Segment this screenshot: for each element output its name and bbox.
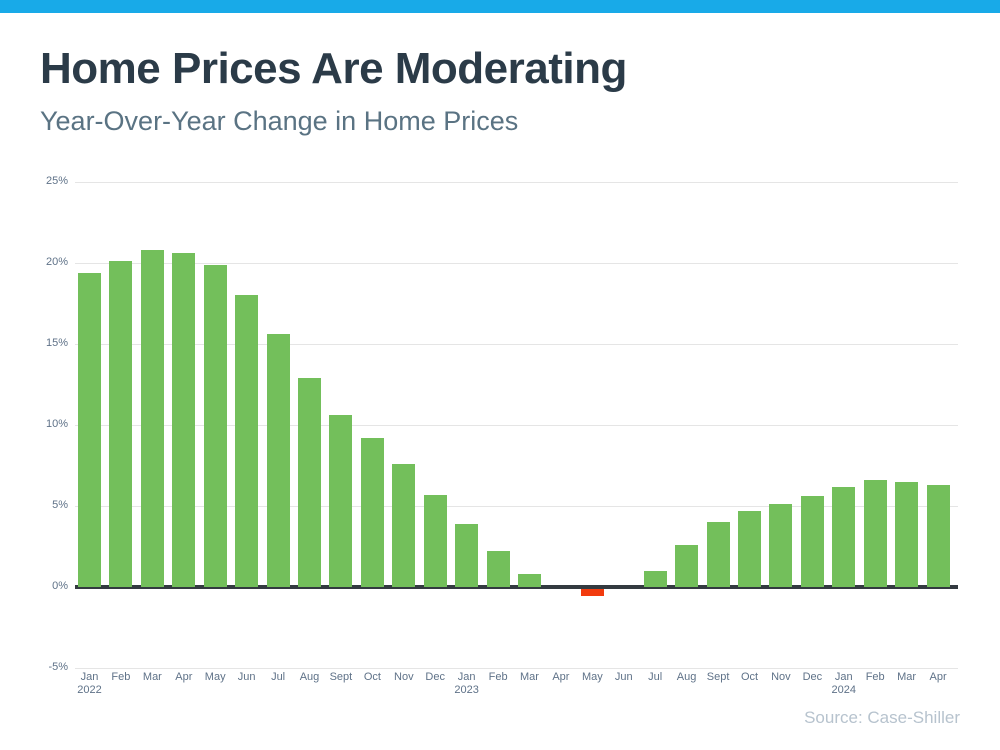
x-tick-label: Jan 2022 — [68, 671, 112, 697]
bar — [203, 264, 227, 587]
bar — [423, 494, 447, 587]
y-tick-label: 0% — [52, 580, 68, 592]
bar — [895, 481, 919, 587]
x-tick-label: Dec — [802, 671, 823, 683]
x-tick-label: Mar — [142, 671, 162, 683]
y-tick-label: -5% — [48, 661, 68, 673]
bar — [800, 496, 824, 587]
bar — [455, 523, 479, 587]
bar — [926, 484, 950, 587]
bar — [140, 250, 164, 587]
bar — [863, 480, 887, 587]
source-credit: Source: Case-Shiller — [804, 708, 960, 727]
bar — [360, 438, 384, 587]
x-tick-label: Jul — [648, 671, 663, 683]
bar — [78, 272, 101, 587]
gridline — [75, 668, 958, 669]
chart-subtitle: Year-Over-Year Change in Home Prices — [40, 106, 519, 136]
gridline — [75, 425, 958, 426]
gridline — [75, 506, 958, 507]
x-tick-label: Jan 2024 — [822, 671, 866, 697]
gridline — [75, 344, 958, 345]
x-tick-label: Jun — [237, 671, 256, 683]
y-tick-label: 15% — [45, 337, 68, 349]
bar — [298, 378, 321, 587]
x-tick-label: Nov — [394, 671, 414, 683]
x-tick-label: May — [582, 671, 603, 683]
x-tick-label: Mar — [897, 671, 917, 683]
bar — [738, 510, 761, 587]
bar — [266, 334, 290, 587]
x-tick-label: Oct — [740, 671, 759, 683]
x-tick-label: Feb — [111, 671, 131, 683]
x-tick-label: Sept — [329, 671, 353, 683]
y-tick-label: 10% — [45, 418, 68, 430]
negative-bar — [580, 589, 604, 596]
bar — [706, 522, 730, 587]
y-tick-label: 25% — [45, 175, 68, 187]
bar — [329, 415, 353, 587]
chart-title: Home Prices Are Moderating — [40, 44, 627, 93]
bar — [675, 544, 699, 587]
bar — [392, 463, 416, 587]
zero-axis-line — [75, 585, 958, 589]
bar — [832, 486, 856, 587]
bar — [518, 574, 541, 587]
bar — [486, 551, 510, 587]
top-accent-bar — [0, 0, 1000, 13]
bar — [235, 295, 259, 587]
x-tick-label: Feb — [865, 671, 885, 683]
y-tick-label: 5% — [52, 499, 68, 511]
x-tick-label: Jul — [271, 671, 286, 683]
x-tick-label: Feb — [488, 671, 508, 683]
x-tick-year-label: 2023 — [454, 684, 479, 696]
x-tick-year-label: 2022 — [77, 684, 102, 696]
x-tick-label: Dec — [425, 671, 445, 683]
bar — [769, 504, 793, 587]
gridline — [75, 263, 958, 264]
x-tick-label: Sept — [706, 671, 730, 683]
x-tick-year-label: 2024 — [831, 684, 857, 696]
x-tick-label: Jun — [614, 671, 633, 683]
bar — [172, 253, 196, 587]
x-tick-label: Aug — [299, 671, 320, 683]
x-tick-label: Apr — [175, 671, 193, 683]
x-tick-label: Apr — [929, 671, 947, 683]
x-tick-label: Oct — [363, 671, 381, 683]
x-tick-label: Aug — [676, 671, 697, 683]
y-tick-label: 20% — [45, 256, 68, 268]
x-tick-label: Apr — [552, 671, 570, 683]
x-tick-label: Nov — [771, 671, 791, 683]
x-tick-label: Mar — [520, 671, 539, 683]
x-tick-label: May — [204, 671, 226, 683]
x-tick-label: Jan 2023 — [445, 671, 489, 697]
bar — [109, 261, 133, 587]
bar — [643, 570, 667, 587]
gridline — [75, 182, 958, 183]
